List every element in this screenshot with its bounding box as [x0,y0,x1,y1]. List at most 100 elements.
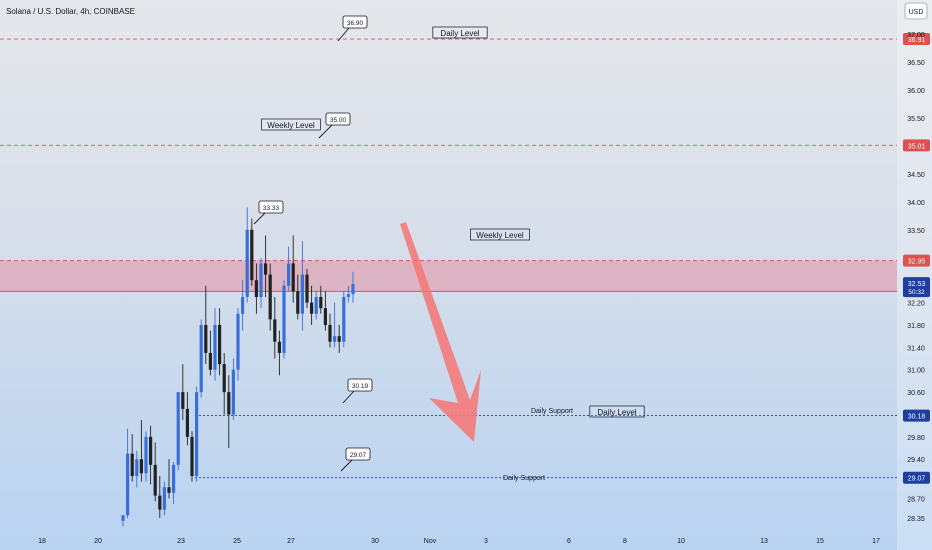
price-tag: 35.01 [908,143,926,150]
price-tick: 29.40 [907,457,925,464]
price-tick: 36.00 [907,88,925,95]
callout-box [345,447,371,461]
price-tag-bg [903,409,930,422]
time-tick: 17 [872,538,880,545]
candle-body [185,408,189,437]
candle-body [199,324,203,393]
candle-body [181,392,185,409]
time-tick: 20 [94,538,102,545]
price-tag: 32.95 [908,259,926,266]
candle-body [167,487,171,493]
callout-pointer [337,27,350,42]
candle-body [126,453,130,516]
candle-body [245,229,249,297]
candle-body [328,324,332,342]
price-tick: 37.00 [907,32,925,39]
candle-body [236,313,240,370]
price-tick: 33.50 [907,228,925,235]
candle-body [241,296,245,314]
candle-body [254,280,258,297]
callout-pointer [340,459,353,472]
candle-body [273,319,277,342]
price-tick: 30.60 [907,390,925,397]
candle-body [333,336,337,342]
price-tick: 32.20 [907,301,925,308]
candle-body [204,324,208,353]
candle-body [218,324,222,365]
candle-body [153,464,157,496]
price-tag: 36.91 [908,37,926,44]
price-callouts: 36.90 35.00 33.33 30.19 29.07 [253,15,373,472]
candle-body [130,453,134,477]
callout-label: 29.07 [350,452,367,459]
candle-body [323,308,327,325]
callout-label: 33.33 [263,205,280,212]
price-tick: 31.80 [907,323,925,330]
time-tick: 8 [623,538,627,545]
price-tick: 28.70 [907,496,925,503]
time-tick: 10 [677,538,685,545]
candle-body [208,352,212,370]
annotation-label: Daily Support [503,475,545,482]
time-tick: Nov [424,538,437,545]
candle-body [222,364,226,393]
candle-body [121,515,125,521]
price-tag-bg [903,139,930,152]
candle-body [314,296,318,314]
candle-body [346,294,350,297]
price-axis-panel[interactable] [897,0,932,550]
current-price-label: 32.53 [908,281,926,288]
currency-label: USD [909,9,924,16]
candle-body [190,436,194,477]
candle-body [195,392,199,477]
candle-series [121,207,355,527]
time-tick: 23 [177,538,185,545]
time-axis: 18 20 23 25 27 30 Nov 3 6 8 10 13 15 17 [38,538,880,545]
annotation-box [261,118,321,131]
time-tick: 18 [38,538,46,545]
price-tag-bg [903,33,930,46]
candle-body [135,459,139,477]
callout-label: 30.19 [352,383,369,390]
time-tick: 25 [233,538,241,545]
price-tag: 30.18 [908,414,926,421]
callout-pointer [342,390,355,404]
price-tick: 35.50 [907,116,925,123]
candle-body [305,274,309,303]
time-tick: 30 [371,538,379,545]
price-tick: 31.00 [907,368,925,375]
time-tick: 6 [567,538,571,545]
currency-button[interactable]: USD [904,2,928,20]
current-price-bg [903,277,930,298]
time-tick: 13 [760,538,768,545]
price-axis: 28.35 28.70 29.07 29.40 29.80 30.18 30.60 31.00… [903,32,930,523]
candle-body [319,296,323,309]
price-tick: 34.50 [907,172,925,179]
resistance-zone [0,260,897,292]
annotation-box [589,405,645,418]
symbol-title: Solana / U.S. Dollar, 4h, COINBASE [6,7,135,16]
annotation-label: Daily Support [531,408,573,415]
callout-label: 36.90 [347,20,364,27]
price-tag-bg [903,254,930,267]
annotation-box [432,26,488,39]
callout-pointer [253,212,266,225]
candle-body [337,336,341,342]
price-tag-bg [903,471,930,484]
callout-box [258,200,284,214]
callout-box [325,112,351,126]
time-tick: 27 [287,538,295,545]
candle-body [277,341,281,353]
callout-label: 35.00 [330,117,347,124]
callout-box [342,15,368,29]
annotation-label: Weekly Level [267,121,315,130]
candle-body [139,459,143,474]
annotation-label: Daily Level [597,408,636,417]
candle-body [176,392,180,465]
candle-body [149,436,153,465]
price-tick: 36.50 [907,60,925,67]
candle-body [172,464,176,493]
price-tick: 31.40 [907,345,925,352]
candle-body [291,263,295,292]
